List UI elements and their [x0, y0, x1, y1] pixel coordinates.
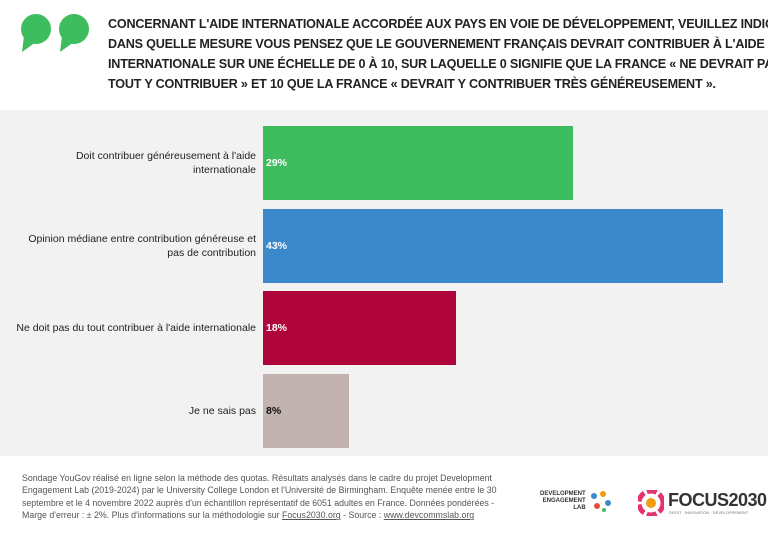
footer-link[interactable]: www.devcommslab.org [383, 510, 475, 521]
footer: Sondage YouGov réalisé en ligne selon la… [22, 472, 497, 522]
footer-line: Marge d'erreur : ± 2%. Plus d'informatio… [22, 509, 497, 521]
value-label: 8% [266, 405, 282, 418]
footer-text: Marge d'erreur : ± 2%. Plus d'informatio… [22, 510, 282, 521]
bar [263, 126, 574, 200]
title-line: internationale sur une échelle de 0 à 10… [108, 57, 768, 71]
footer-link[interactable]: Focus2030.org [282, 510, 341, 521]
category-label: Doit contribuer généreusement à l'aide i… [75, 150, 256, 176]
focus-tagline: DROIT · INNOVATION · DÉVELOPPEMENT [669, 510, 749, 515]
focus-logo: FOCUS2030 [668, 490, 767, 510]
del-logo-line: LAB [573, 505, 586, 511]
del-logo-line: DEVELOPMENT [540, 491, 586, 497]
title-line: dans quelle mesure vous pensez que le go… [108, 37, 765, 51]
footer-line: Sondage YouGov réalisé en ligne selon la… [22, 473, 492, 483]
bar [263, 291, 456, 366]
category-label: Je ne sais pas [188, 405, 256, 418]
footer-line: septembre et le 4 novembre 2022 auprès d… [22, 497, 495, 508]
footer-line: Engagement Lab (2019-2024) par le Univer… [22, 485, 497, 496]
del-icon [591, 491, 611, 512]
value-label: 43% [266, 239, 288, 252]
title-line: tout y contribuer » et 10 que la France … [108, 77, 716, 91]
chart-title: Concernant l'aide internationale accordé… [108, 14, 768, 94]
plot-area: Doit contribuer généreusement à l'aide i… [0, 110, 768, 456]
title-line: Concernant l'aide internationale accordé… [108, 17, 768, 31]
del-logo-line: ENGAGEMENT [542, 498, 586, 504]
value-label: 29% [266, 157, 288, 169]
focus-icon [638, 490, 664, 516]
bar [263, 208, 723, 283]
quote-icon [21, 14, 89, 52]
category-label: Ne doit pas du tout contribuer à l'aide … [16, 322, 256, 335]
del-logo: DEVELOPMENT ENGAGEMENT LAB [540, 491, 586, 512]
category-label: Opinion médiane entre contribution génér… [28, 232, 256, 259]
bar [263, 374, 349, 449]
footer-text: - Source : [340, 510, 384, 521]
value-label: 18% [266, 322, 288, 335]
